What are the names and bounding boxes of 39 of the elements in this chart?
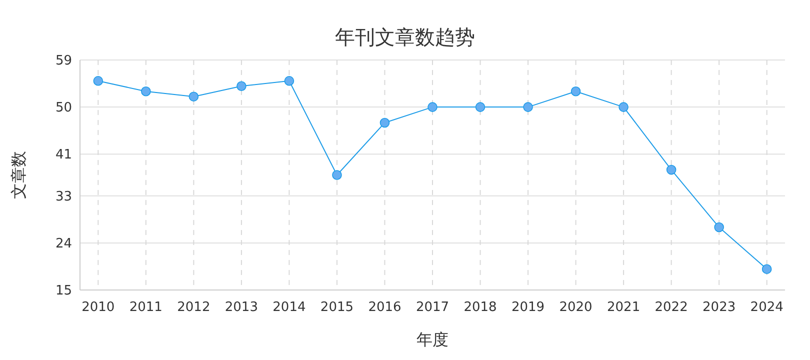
point [236,81,246,92]
y-tick-label: 59 [55,54,72,69]
x-tick-label: 2022 [654,300,688,315]
y-tick-label: 15 [55,284,72,299]
x-tick-label: 2021 [607,300,640,315]
x-tick-label: 2016 [368,300,402,315]
x-tick-label: 2011 [129,300,162,315]
x-tick-label: 2012 [177,300,210,315]
y-tick-label: 41 [55,148,72,163]
point [666,164,676,175]
x-tick-label: 2017 [416,300,450,315]
point [714,222,724,232]
x-tick-label: 2023 [702,300,736,315]
point [380,118,390,128]
point [284,76,294,86]
point [428,102,438,112]
chart-title: 年刊文章数趋势 [335,25,475,49]
x-tick-label: 2020 [559,300,592,315]
x-axis-title: 年度 [416,330,448,349]
y-tick-label: 50 [55,100,72,116]
point [188,92,199,102]
point [762,264,772,274]
x-tick-label: 2010 [82,300,115,315]
point [475,102,486,112]
y-tick-label: 33 [55,189,72,204]
point [523,102,533,112]
x-tick-label: 2018 [464,300,497,315]
point [332,170,342,180]
x-tick-label: 2024 [750,300,784,315]
x-tick-label: 2015 [320,300,354,315]
point [141,86,151,96]
y-axis-title: 文章数 [9,151,28,199]
point [618,102,628,112]
x-tick-label: 2013 [224,300,258,315]
y-tick-label: 24 [55,236,72,252]
x-tick-label: 2019 [511,300,545,315]
point [93,76,104,86]
point [570,86,581,96]
x-tick-label: 2014 [272,300,306,315]
